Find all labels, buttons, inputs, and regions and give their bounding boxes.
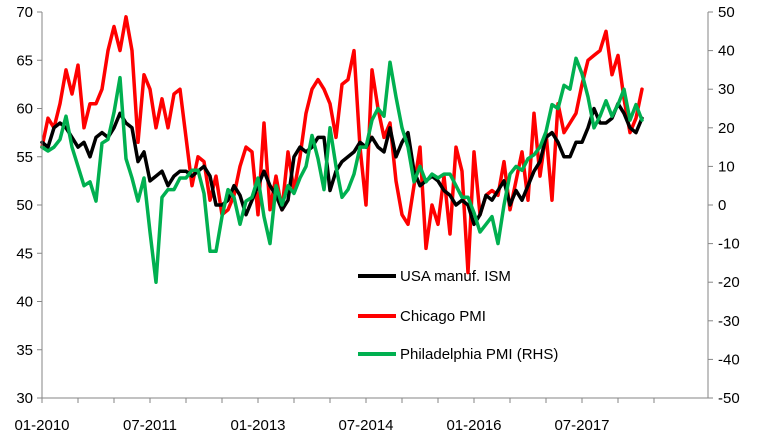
axes-layer: [41, 12, 709, 399]
legend-item-philadelphia-pmi: Philadelphia PMI (RHS): [358, 346, 558, 363]
y-right-tick-label: -30: [718, 313, 740, 330]
legend-item-chicago-pmi: Chicago PMI: [358, 308, 486, 325]
y-right-tick-label: 0: [718, 197, 726, 214]
series-layer: [40, 15, 644, 284]
y-right-tick-label: -20: [718, 274, 740, 291]
y-left-tick-label: 60: [16, 101, 33, 118]
y-right-tick-label: -40: [718, 351, 740, 368]
x-tick-label: 07-2011: [123, 417, 177, 434]
x-tick-label: 01-2016: [446, 417, 501, 434]
y-right-tick-label: 10: [718, 158, 735, 175]
y-left-tick-label: 50: [16, 197, 33, 214]
y-right-tick-label: -50: [718, 390, 740, 407]
y-left-tick-label: 70: [16, 4, 33, 21]
x-tick-label: 07-2014: [338, 417, 393, 434]
legend-label-usa-ism: USA manuf. ISM: [400, 268, 511, 285]
y-right-tick-label: 50: [718, 4, 735, 21]
legend-label-chicago-pmi: Chicago PMI: [400, 308, 486, 325]
y-left-tick-label: 55: [16, 149, 33, 166]
x-tick-label: 07-2017: [554, 417, 609, 434]
x-tick-label: 01-2010: [14, 417, 69, 434]
y-right-tick-label: 40: [718, 43, 735, 60]
y-right-tick-label: 30: [718, 81, 735, 98]
y-left-tick-label: 35: [16, 342, 33, 359]
y-left-tick-label: 45: [16, 245, 33, 262]
y-right-tick-label: 20: [718, 120, 735, 137]
legend-item-usa-ism: USA manuf. ISM: [358, 268, 511, 285]
legend-label-philadelphia-pmi: Philadelphia PMI (RHS): [400, 346, 558, 363]
y-left-tick-label: 65: [16, 52, 33, 69]
legend: USA manuf. ISM Chicago PMI Philadelphia …: [358, 268, 558, 363]
y-left-tick-label: 30: [16, 390, 33, 407]
x-tick-label: 01-2013: [230, 417, 285, 434]
series-line-usa-manuf-ism: [40, 101, 644, 227]
y-right-tick-label: -10: [718, 236, 740, 253]
series-line-chicago-pmi: [40, 15, 644, 275]
ticks-layer: 30 35 40 45 50 55 60 65 70 -50 -40 -30 -20 -10 0 10 20 30…: [14, 4, 739, 434]
y-left-tick-label: 40: [16, 294, 33, 311]
series-line-philadelphia-pmi-rhs: [40, 56, 644, 284]
